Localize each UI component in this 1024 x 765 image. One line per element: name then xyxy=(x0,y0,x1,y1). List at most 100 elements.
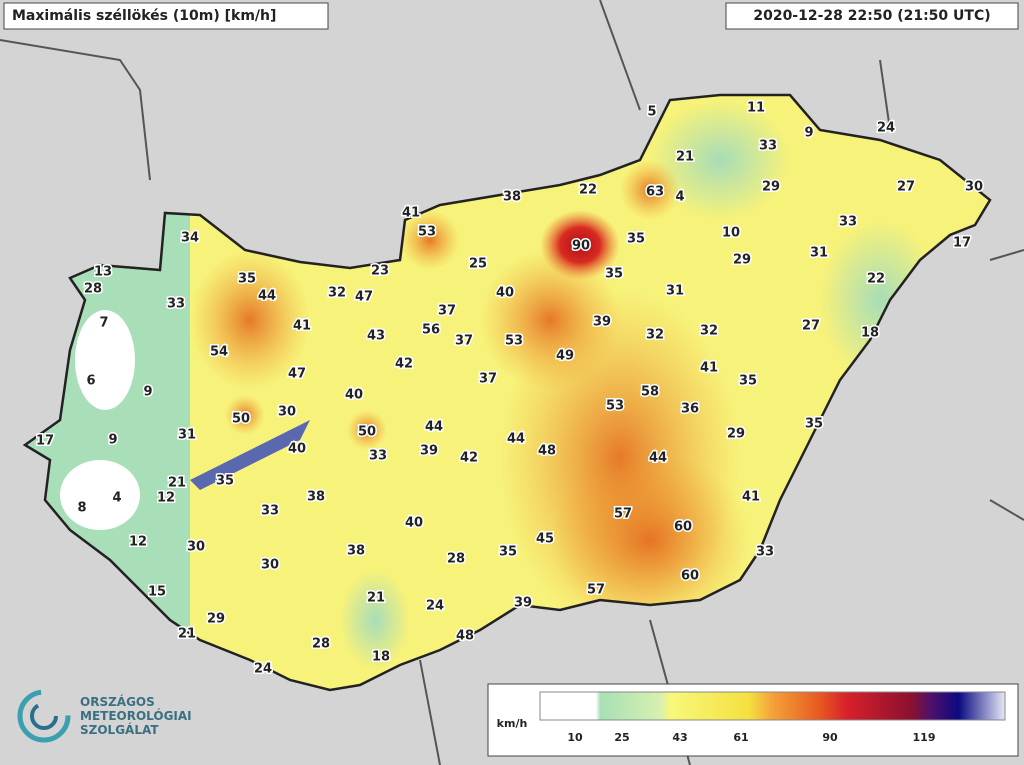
station-value: 60 xyxy=(674,520,692,535)
station-value: 50 xyxy=(358,425,376,440)
station-value: 37 xyxy=(438,304,456,319)
station-value: 34 xyxy=(181,231,199,246)
station-value: 35 xyxy=(805,417,823,432)
station-value: 24 xyxy=(426,599,444,614)
station-value: 63 xyxy=(646,185,664,200)
station-value: 12 xyxy=(129,535,147,550)
station-value: 36 xyxy=(681,402,699,417)
station-value: 57 xyxy=(587,583,605,598)
station-value: 28 xyxy=(447,552,465,567)
station-value: 29 xyxy=(762,180,780,195)
station-value: 90 xyxy=(572,239,590,254)
station-value: 44 xyxy=(649,451,667,466)
station-value: 53 xyxy=(418,225,436,240)
station-value: 31 xyxy=(666,284,684,299)
station-value: 35 xyxy=(499,545,517,560)
station-value: 30 xyxy=(187,540,205,555)
legend-bar xyxy=(539,691,1006,721)
legend-tick: 25 xyxy=(614,731,629,744)
station-value: 15 xyxy=(148,585,166,600)
station-value: 38 xyxy=(503,190,521,205)
station-value: 27 xyxy=(802,319,820,334)
station-value: 53 xyxy=(606,399,624,414)
station-value: 41 xyxy=(402,206,420,221)
station-value: 41 xyxy=(700,361,718,376)
station-value: 29 xyxy=(727,427,745,442)
station-value: 29 xyxy=(207,612,225,627)
station-value: 35 xyxy=(739,374,757,389)
station-value: 35 xyxy=(238,272,256,287)
legend-tick: 43 xyxy=(672,731,687,744)
station-value: 39 xyxy=(593,315,611,330)
station-value: 8 xyxy=(77,501,86,516)
time-box xyxy=(725,2,1019,30)
timestamp: 2020-12-28 22:50 (21:50 UTC) xyxy=(753,8,990,24)
station-value: 42 xyxy=(460,451,478,466)
station-value: 44 xyxy=(425,420,443,435)
legend-ticks: 10 25 43 61 90 119 xyxy=(567,731,935,744)
station-value: 33 xyxy=(759,139,777,154)
legend-tick: 119 xyxy=(913,731,936,744)
station-value: 24 xyxy=(254,662,272,677)
station-value: 47 xyxy=(288,367,306,382)
station-value: 33 xyxy=(839,215,857,230)
station-value: 44 xyxy=(507,432,525,447)
station-value: 17 xyxy=(36,434,54,449)
station-value: 7 xyxy=(99,316,108,331)
station-value: 28 xyxy=(312,637,330,652)
station-value: 9 xyxy=(804,126,813,141)
station-value: 18 xyxy=(861,326,879,341)
station-value: 40 xyxy=(288,442,306,457)
station-value: 21 xyxy=(178,627,196,642)
logo-text: SZOLGÁLAT xyxy=(80,722,159,737)
station-value: 38 xyxy=(347,544,365,559)
station-value: 17 xyxy=(953,236,971,251)
station-value: 10 xyxy=(722,226,740,241)
station-value: 35 xyxy=(605,267,623,282)
station-value: 40 xyxy=(345,388,363,403)
station-value: 35 xyxy=(216,474,234,489)
station-value: 45 xyxy=(536,532,554,547)
station-value: 22 xyxy=(579,183,597,198)
station-value: 31 xyxy=(178,428,196,443)
station-value: 53 xyxy=(505,334,523,349)
station-value: 22 xyxy=(867,272,885,287)
station-value: 43 xyxy=(367,329,385,344)
station-value: 35 xyxy=(627,232,645,247)
station-value: 25 xyxy=(469,257,487,272)
station-value: 18 xyxy=(372,650,390,665)
station-value: 28 xyxy=(84,282,102,297)
legend-tick: 61 xyxy=(733,731,748,744)
station-value: 54 xyxy=(210,345,228,360)
station-value: 40 xyxy=(405,516,423,531)
station-value: 30 xyxy=(261,558,279,573)
legend-tick: 10 xyxy=(567,731,583,744)
station-value: 39 xyxy=(420,444,438,459)
station-value: 39 xyxy=(514,596,532,611)
station-value: 33 xyxy=(369,449,387,464)
station-value: 44 xyxy=(258,289,276,304)
title: Maximális széllökés (10m) [km/h] xyxy=(12,8,276,24)
station-value: 33 xyxy=(261,504,279,519)
station-value: 58 xyxy=(641,385,659,400)
station-value: 32 xyxy=(328,286,346,301)
station-value: 21 xyxy=(168,476,186,491)
station-value: 11 xyxy=(747,101,765,116)
station-value: 41 xyxy=(742,490,760,505)
logo xyxy=(17,689,71,743)
station-value: 60 xyxy=(681,569,699,584)
station-value: 21 xyxy=(367,591,385,606)
station-value: 27 xyxy=(897,180,915,195)
station-value: 9 xyxy=(108,433,117,448)
station-value: 5 xyxy=(647,105,656,120)
station-value: 31 xyxy=(810,246,828,261)
station-value: 9 xyxy=(143,385,152,400)
legend-tick: 90 xyxy=(822,731,838,744)
title-box xyxy=(3,2,329,30)
station-value: 49 xyxy=(556,349,574,364)
station-value: 33 xyxy=(756,545,774,560)
station-value: 21 xyxy=(676,150,694,165)
station-value: 4 xyxy=(675,190,684,205)
